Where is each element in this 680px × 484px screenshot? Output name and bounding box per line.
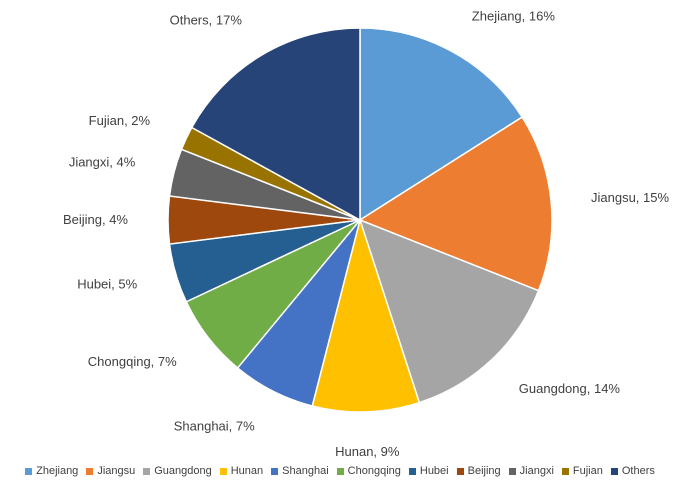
legend-swatch <box>456 467 464 475</box>
legend-swatch <box>271 467 279 475</box>
slice-label-jiangsu: Jiangsu, 15% <box>591 190 669 205</box>
slice-label-chongqing: Chongqing, 7% <box>88 354 177 369</box>
legend-item-jiangsu: Jiangsu <box>86 465 135 477</box>
chart-legend: Zhejiang Jiangsu Guangdong Hunan Shanghai Cho… <box>0 462 680 480</box>
slice-label-zhejiang: Zhejiang, 16% <box>472 9 556 24</box>
slice-labels: Zhejiang, 16% Jiangsu, 15% Guangdong, 14% H… <box>63 9 670 459</box>
legend-item-fujian: Fujian <box>561 465 603 477</box>
legend-swatch <box>336 467 344 475</box>
legend-label: Shanghai <box>282 465 329 477</box>
legend-swatch <box>143 467 151 475</box>
slice-label-guangdong: Guangdong, 14% <box>519 381 621 396</box>
legend-item-jiangxi: Jiangxi <box>508 465 554 477</box>
pie-slice-hunan <box>311 217 421 413</box>
slice-label-others: Others, 17% <box>170 12 243 27</box>
legend-swatch <box>561 467 569 475</box>
legend-swatch <box>25 467 33 475</box>
pie-slice-jiangsu <box>358 116 553 292</box>
legend-label: Chongqing <box>347 465 401 477</box>
legend-label: Hubei <box>419 465 449 477</box>
legend-label: Guangdong <box>154 465 212 477</box>
legend-item-guangdong: Guangdong <box>143 465 212 477</box>
legend-label: Jiangxi <box>519 465 554 477</box>
slice-label-shanghai: Shanghai, 7% <box>174 419 255 434</box>
legend-label: Others <box>621 465 655 477</box>
legend-label: Jiangsu <box>97 465 136 477</box>
slice-label-hubei: Hubei, 5% <box>77 277 137 292</box>
legend-item-chongqing: Chongqing <box>336 465 401 477</box>
pie-slices <box>167 27 553 413</box>
slice-label-jiangxi: Jiangxi, 4% <box>69 154 136 169</box>
legend-label: Zhejiang <box>36 465 79 477</box>
legend-item-others: Others <box>610 465 655 477</box>
legend-item-hubei: Hubei <box>408 465 449 477</box>
slice-label-hunan: Hunan, 9% <box>335 444 400 459</box>
pie-slice-zhejiang <box>359 27 524 222</box>
slice-label-beijing: Beijing, 4% <box>63 212 128 227</box>
pie-slice-others <box>190 27 361 222</box>
legend-label: Hunan <box>230 465 264 477</box>
slice-label-fujian: Fujian, 2% <box>89 113 151 128</box>
legend-item-shanghai: Shanghai <box>271 465 329 477</box>
legend-item-beijing: Beijing <box>456 465 501 477</box>
legend-label: Fujian <box>572 465 603 477</box>
legend-swatch <box>86 467 94 475</box>
legend-swatch <box>610 467 618 475</box>
legend-label: Beijing <box>467 465 501 477</box>
legend-swatch <box>219 467 227 475</box>
legend-swatch <box>508 467 516 475</box>
legend-item-hunan: Hunan <box>219 465 264 477</box>
legend-swatch <box>408 467 416 475</box>
legend-item-zhejiang: Zhejiang <box>25 465 78 477</box>
